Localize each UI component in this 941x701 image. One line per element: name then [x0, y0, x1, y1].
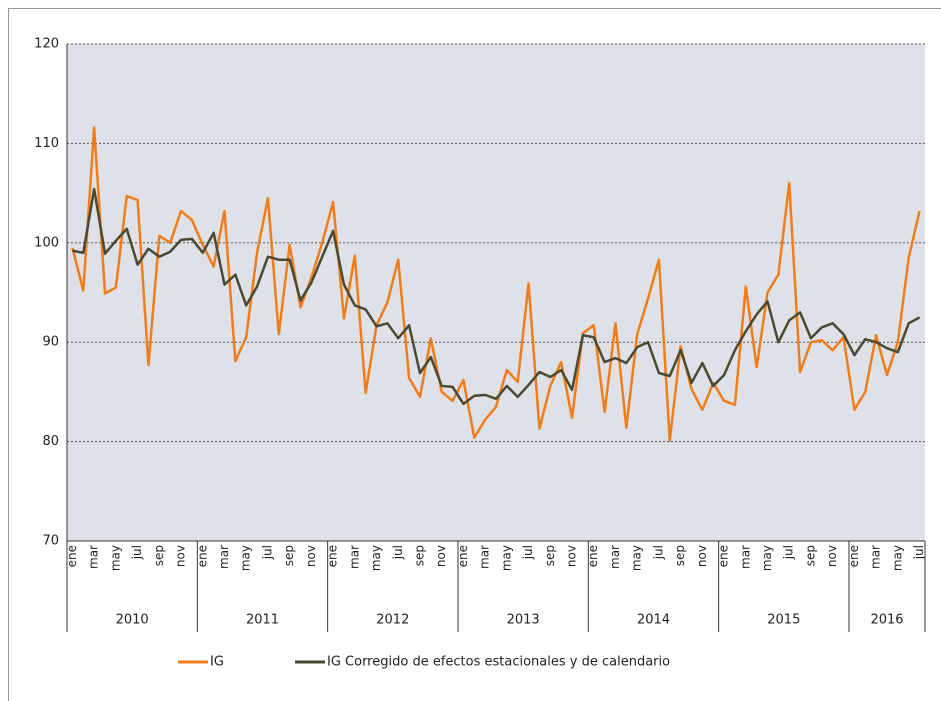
y-tick-label: 70	[42, 534, 59, 549]
y-tick-label: 90	[42, 335, 59, 350]
x-tick-label: may	[499, 545, 513, 571]
x-tick-label: mar	[347, 545, 361, 569]
x-tick-label: jul	[130, 545, 144, 560]
plot-background	[67, 44, 925, 541]
x-tick-label: may	[369, 545, 383, 571]
y-tick-label: 80	[42, 434, 59, 449]
x-tick-label: jul	[782, 545, 796, 560]
x-tick-label: may	[239, 545, 253, 571]
x-tick-label: may	[890, 545, 904, 571]
x-tick-label: sep	[412, 545, 426, 566]
legend-label: IG Corregido de efectos estacionales y d…	[327, 655, 670, 670]
x-tick-label: ene	[586, 545, 600, 567]
x-tick-label: nov	[174, 545, 188, 567]
x-group-label: 2012	[376, 613, 409, 628]
x-tick-label: mar	[87, 545, 101, 569]
x-tick-label: mar	[608, 545, 622, 569]
x-tick-label: ene	[195, 545, 209, 567]
x-tick-label: nov	[434, 545, 448, 567]
x-tick-label: mar	[738, 545, 752, 569]
x-group-label: 2014	[637, 613, 670, 628]
x-tick-label: nov	[304, 545, 318, 567]
y-tick-label: 110	[34, 136, 59, 151]
x-group-label: 2016	[870, 613, 903, 628]
x-tick-label: ene	[847, 545, 861, 567]
x-group-label: 2013	[507, 613, 540, 628]
x-tick-label: nov	[565, 545, 579, 567]
x-tick-label: jul	[391, 545, 405, 560]
x-group-label: 2015	[767, 613, 800, 628]
x-tick-label: may	[630, 545, 644, 571]
x-group-label: 2011	[246, 613, 279, 628]
x-tick-label: nov	[695, 545, 709, 567]
x-tick-label: jul	[651, 545, 665, 560]
x-tick-label: sep	[803, 545, 817, 566]
x-tick-label: may	[108, 545, 122, 571]
x-tick-label: ene	[326, 545, 340, 567]
x-tick-label: nov	[825, 545, 839, 567]
x-tick-label: sep	[543, 545, 557, 566]
x-tick-label: sep	[152, 545, 166, 566]
x-tick-label: ene	[717, 545, 731, 567]
x-tick-label: jul	[912, 545, 926, 560]
x-tick-label: jul	[260, 545, 274, 560]
x-tick-label: sep	[673, 545, 687, 566]
y-tick-label: 100	[34, 235, 59, 250]
series-line	[72, 187, 921, 406]
x-tick-label: ene	[65, 545, 79, 567]
x-tick-label: ene	[456, 545, 470, 567]
series-line	[71, 126, 921, 442]
x-tick-label: mar	[869, 545, 883, 569]
legend-label: IG	[210, 655, 224, 670]
x-tick-label: sep	[282, 545, 296, 566]
x-tick-label: jul	[521, 545, 535, 560]
x-group-label: 2010	[116, 613, 149, 628]
x-tick-label: mar	[478, 545, 492, 569]
y-tick-label: 120	[34, 37, 59, 52]
x-tick-label: may	[760, 545, 774, 571]
x-tick-label: mar	[217, 545, 231, 569]
